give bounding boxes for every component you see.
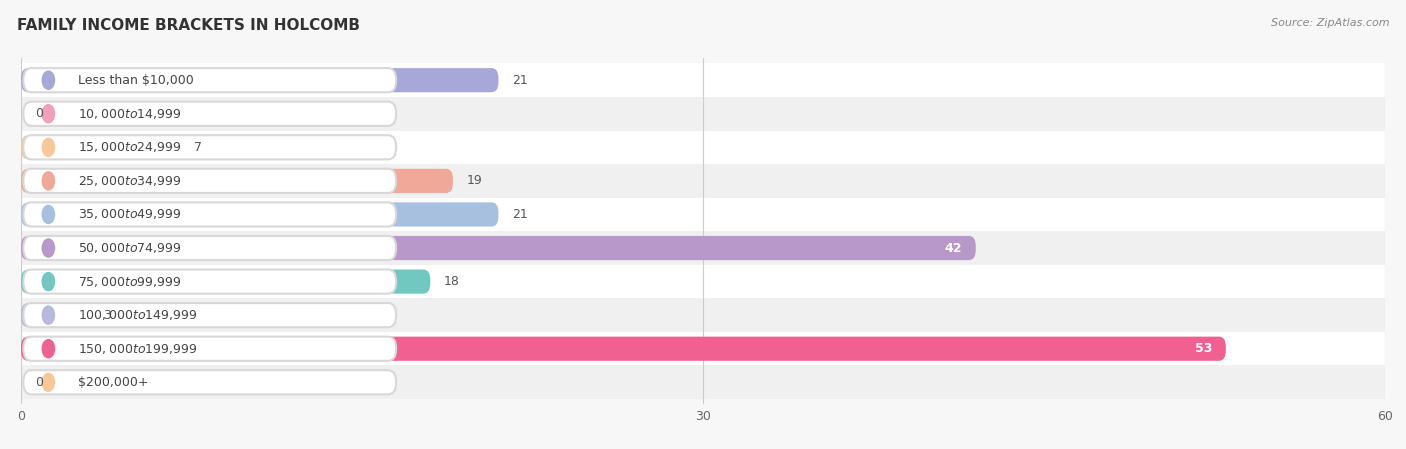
- Circle shape: [42, 339, 55, 358]
- Circle shape: [42, 239, 55, 257]
- Text: 18: 18: [444, 275, 460, 288]
- Circle shape: [42, 105, 55, 123]
- Circle shape: [42, 306, 55, 324]
- FancyBboxPatch shape: [21, 63, 1385, 97]
- FancyBboxPatch shape: [24, 337, 396, 361]
- Text: $25,000 to $34,999: $25,000 to $34,999: [77, 174, 181, 188]
- Text: $75,000 to $99,999: $75,000 to $99,999: [77, 275, 181, 289]
- FancyBboxPatch shape: [24, 135, 396, 159]
- Circle shape: [42, 273, 55, 291]
- Circle shape: [42, 71, 55, 89]
- Text: $50,000 to $74,999: $50,000 to $74,999: [77, 241, 181, 255]
- FancyBboxPatch shape: [21, 299, 1385, 332]
- Text: 42: 42: [945, 242, 962, 255]
- FancyBboxPatch shape: [21, 202, 498, 227]
- FancyBboxPatch shape: [21, 337, 1226, 361]
- FancyBboxPatch shape: [21, 169, 453, 193]
- Circle shape: [42, 138, 55, 156]
- Circle shape: [42, 205, 55, 224]
- FancyBboxPatch shape: [24, 101, 396, 126]
- Text: 19: 19: [467, 174, 482, 187]
- Circle shape: [42, 373, 55, 392]
- FancyBboxPatch shape: [21, 231, 1385, 265]
- FancyBboxPatch shape: [21, 303, 90, 327]
- Text: Less than $10,000: Less than $10,000: [77, 74, 194, 87]
- FancyBboxPatch shape: [21, 332, 1385, 365]
- Text: $100,000 to $149,999: $100,000 to $149,999: [77, 308, 197, 322]
- FancyBboxPatch shape: [21, 269, 430, 294]
- FancyBboxPatch shape: [24, 269, 396, 294]
- FancyBboxPatch shape: [21, 164, 1385, 198]
- Text: 21: 21: [512, 74, 527, 87]
- Text: 3: 3: [103, 308, 111, 321]
- Text: $10,000 to $14,999: $10,000 to $14,999: [77, 107, 181, 121]
- Text: $35,000 to $49,999: $35,000 to $49,999: [77, 207, 181, 221]
- FancyBboxPatch shape: [24, 236, 396, 260]
- FancyBboxPatch shape: [24, 370, 396, 394]
- FancyBboxPatch shape: [21, 97, 1385, 131]
- FancyBboxPatch shape: [24, 303, 396, 327]
- FancyBboxPatch shape: [21, 68, 498, 92]
- Text: $150,000 to $199,999: $150,000 to $199,999: [77, 342, 197, 356]
- FancyBboxPatch shape: [21, 131, 1385, 164]
- Text: 7: 7: [194, 141, 202, 154]
- Text: 0: 0: [35, 107, 42, 120]
- Text: $15,000 to $24,999: $15,000 to $24,999: [77, 141, 181, 154]
- FancyBboxPatch shape: [21, 198, 1385, 231]
- FancyBboxPatch shape: [24, 169, 396, 193]
- Text: 0: 0: [35, 376, 42, 389]
- FancyBboxPatch shape: [24, 202, 396, 227]
- FancyBboxPatch shape: [24, 68, 396, 92]
- FancyBboxPatch shape: [21, 365, 1385, 399]
- Text: Source: ZipAtlas.com: Source: ZipAtlas.com: [1271, 18, 1389, 28]
- Text: 53: 53: [1195, 342, 1212, 355]
- Circle shape: [42, 172, 55, 190]
- Text: $200,000+: $200,000+: [77, 376, 149, 389]
- FancyBboxPatch shape: [21, 236, 976, 260]
- FancyBboxPatch shape: [21, 135, 180, 159]
- Text: 21: 21: [512, 208, 527, 221]
- Text: FAMILY INCOME BRACKETS IN HOLCOMB: FAMILY INCOME BRACKETS IN HOLCOMB: [17, 18, 360, 33]
- FancyBboxPatch shape: [21, 265, 1385, 299]
